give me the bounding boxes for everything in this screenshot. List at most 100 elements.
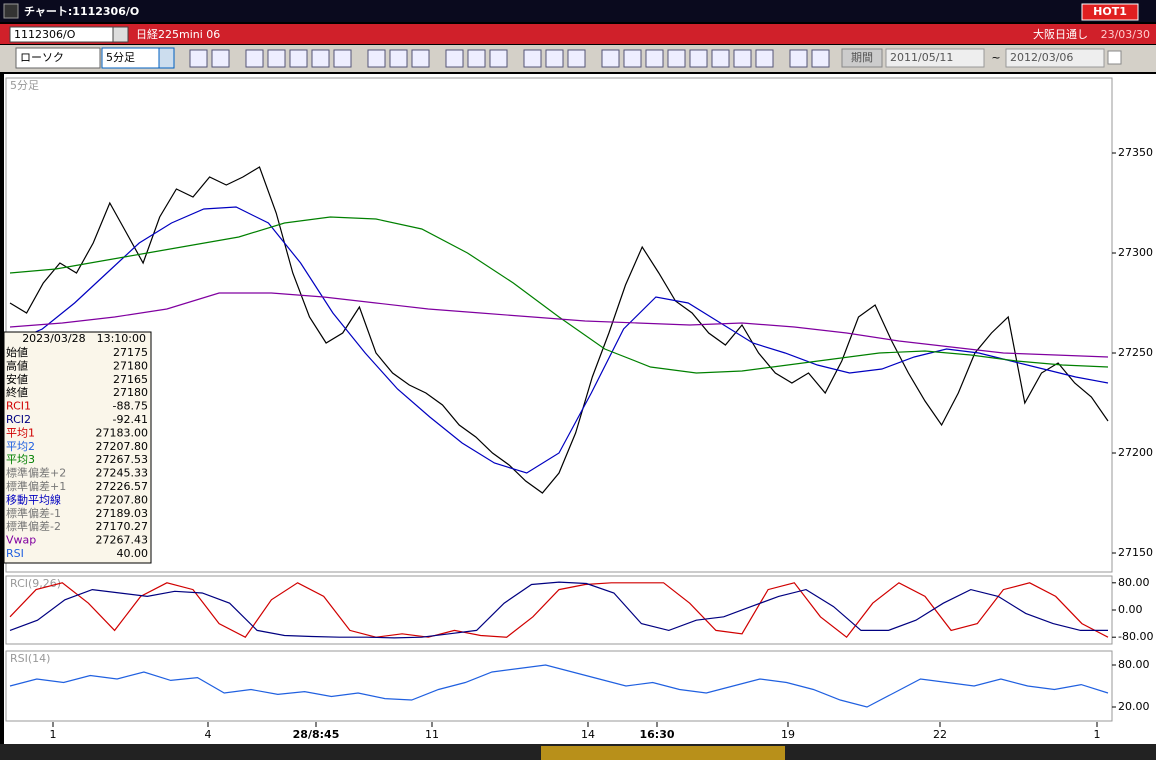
x-tick-label: 11 bbox=[425, 728, 439, 741]
info-label: 標準偏差+2 bbox=[6, 466, 66, 480]
info-label: 終値 bbox=[6, 385, 28, 399]
tool-icon[interactable] bbox=[645, 49, 664, 68]
tool-icon[interactable] bbox=[245, 49, 264, 68]
tool-icon[interactable] bbox=[755, 49, 774, 68]
to-date-text: 2012/03/06 bbox=[1010, 51, 1073, 64]
info-value: 27183.00 bbox=[96, 426, 149, 439]
info-label: 平均3 bbox=[6, 453, 35, 466]
from-date[interactable] bbox=[885, 48, 985, 68]
x-tick-label: 14 bbox=[581, 728, 595, 741]
period-button[interactable] bbox=[841, 48, 883, 68]
series-line bbox=[9, 581, 1108, 639]
panel-label: 5分足 bbox=[10, 79, 39, 92]
info-value: 27180 bbox=[113, 359, 148, 372]
info-label: 標準偏差-2 bbox=[6, 519, 61, 533]
y-tick-label: 0.00 bbox=[1118, 603, 1143, 616]
y-tick-label: 80.00 bbox=[1118, 576, 1150, 589]
x-tick-label: 4 bbox=[205, 728, 212, 741]
info-panel bbox=[3, 331, 152, 564]
hot-button[interactable] bbox=[1081, 3, 1139, 21]
tool-icon[interactable] bbox=[189, 49, 208, 68]
info-value: 27175 bbox=[113, 346, 148, 359]
tool-icon[interactable] bbox=[689, 49, 708, 68]
info-value: 27245.33 bbox=[96, 467, 149, 480]
tool-icon[interactable] bbox=[711, 49, 730, 68]
tool-icon[interactable] bbox=[567, 49, 586, 68]
y-tick-label: 20.00 bbox=[1118, 700, 1150, 713]
chart-type-select[interactable] bbox=[15, 47, 101, 69]
tool-icon[interactable] bbox=[367, 49, 386, 68]
x-tick-label: 16:30 bbox=[639, 728, 674, 741]
app-icon bbox=[3, 3, 19, 19]
panel-label: RCI(9,26) bbox=[10, 577, 61, 590]
tool-icon[interactable] bbox=[389, 49, 408, 68]
info-value: 27267.53 bbox=[96, 453, 149, 466]
series-line bbox=[9, 664, 1109, 708]
x-tick-label: 1 bbox=[1094, 728, 1101, 741]
tool-icon[interactable] bbox=[267, 49, 286, 68]
date-separator: ~ bbox=[991, 51, 1000, 64]
symbol-bar bbox=[0, 24, 1156, 44]
info-label: Vwap bbox=[6, 534, 36, 547]
tool-icon[interactable] bbox=[411, 49, 430, 68]
tool-icon[interactable] bbox=[623, 49, 642, 68]
info-label: 安値 bbox=[6, 372, 28, 386]
window-title: チャート:1112306/O bbox=[24, 5, 139, 18]
tool-icon[interactable] bbox=[811, 49, 830, 68]
tool-icon[interactable] bbox=[467, 49, 486, 68]
info-label: RSI bbox=[6, 547, 24, 560]
tool-icon[interactable] bbox=[211, 49, 230, 68]
info-label: 高値 bbox=[6, 358, 28, 372]
chart-type: ローソク bbox=[20, 51, 64, 64]
market-date: 23/03/30 bbox=[1101, 28, 1150, 41]
x-tick-label: 22 bbox=[933, 728, 947, 741]
tool-icon[interactable] bbox=[523, 49, 542, 68]
series-line bbox=[9, 166, 1109, 494]
info-datetime: 2023/03/28 13:10:00 bbox=[22, 332, 146, 345]
to-date[interactable] bbox=[1005, 48, 1105, 68]
info-label: 移動平均線 bbox=[6, 492, 61, 506]
info-label: 始値 bbox=[6, 345, 28, 359]
info-value: 27165 bbox=[113, 373, 148, 386]
panel bbox=[5, 650, 1113, 722]
tool-icon[interactable] bbox=[445, 49, 464, 68]
y-tick-label: 27250 bbox=[1118, 346, 1153, 359]
tool-icon[interactable] bbox=[667, 49, 686, 68]
tool-icon[interactable] bbox=[289, 49, 308, 68]
info-value: -88.75 bbox=[113, 400, 148, 413]
symbol-code: 1112306/O bbox=[14, 28, 76, 41]
title-bar bbox=[0, 0, 1156, 22]
scroll-thumb[interactable] bbox=[541, 746, 785, 760]
info-value: 27180 bbox=[113, 386, 148, 399]
info-value: 27207.80 bbox=[96, 493, 149, 506]
x-tick-label: 19 bbox=[781, 728, 795, 741]
tool-icon[interactable] bbox=[333, 49, 352, 68]
series-line bbox=[9, 206, 1109, 474]
tool-icon[interactable] bbox=[545, 49, 564, 68]
tool-icon[interactable] bbox=[489, 49, 508, 68]
tool-icon[interactable] bbox=[789, 49, 808, 68]
tool-icon[interactable] bbox=[311, 49, 330, 68]
series-line bbox=[9, 216, 1109, 374]
hot-label[interactable]: HOT1 bbox=[1093, 5, 1127, 18]
x-tick-label: 28/8:45 bbox=[293, 728, 340, 741]
tool-icon[interactable] bbox=[601, 49, 620, 68]
market: 大阪日通し bbox=[1033, 27, 1088, 41]
info-label: 平均1 bbox=[6, 426, 35, 439]
panel bbox=[5, 77, 1113, 573]
info-value: 27226.57 bbox=[96, 480, 149, 493]
info-value: 40.00 bbox=[117, 547, 149, 560]
info-value: -92.41 bbox=[113, 413, 148, 426]
tool-icon[interactable] bbox=[733, 49, 752, 68]
info-label: 標準偏差+1 bbox=[6, 479, 66, 493]
info-label: RCI2 bbox=[6, 413, 31, 426]
info-label: 標準偏差-1 bbox=[6, 506, 61, 520]
checkbox[interactable] bbox=[1107, 50, 1122, 65]
info-label: RCI1 bbox=[6, 400, 31, 413]
from-date-text: 2011/05/11 bbox=[890, 51, 953, 64]
info-label: 平均2 bbox=[6, 440, 35, 453]
dropdown-arrow[interactable] bbox=[158, 47, 175, 69]
dropdown-arrow[interactable] bbox=[112, 26, 129, 43]
info-value: 27267.43 bbox=[96, 534, 149, 547]
